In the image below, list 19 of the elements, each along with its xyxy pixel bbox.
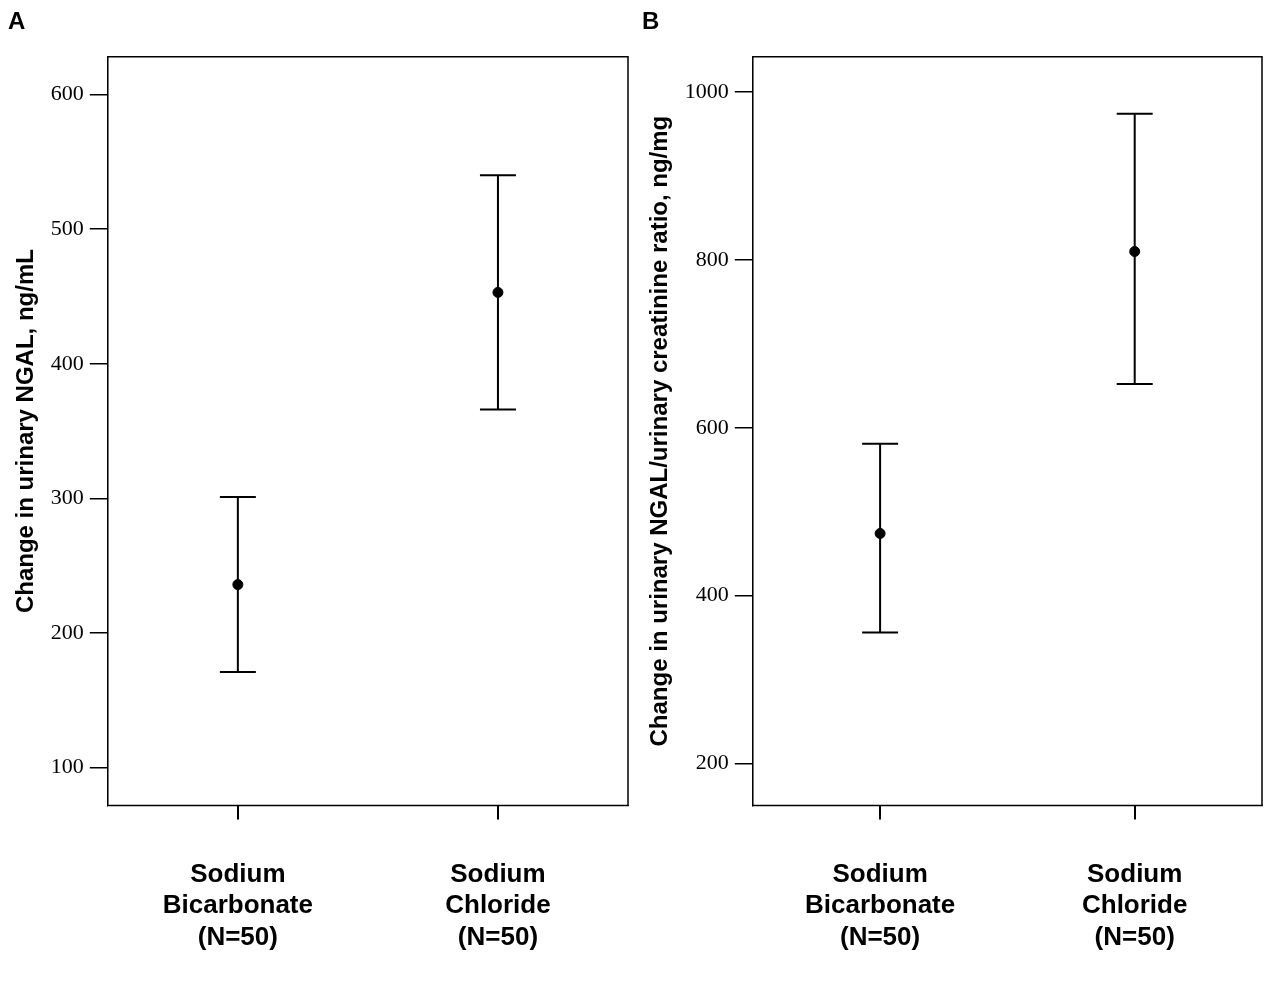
chart-title: B bbox=[642, 7, 660, 35]
x-tick-label: Sodium Chloride (N=50) bbox=[1081, 858, 1188, 951]
y-tick-label: 600 bbox=[50, 80, 84, 106]
x-tick-label: Sodium Chloride (N=50) bbox=[445, 858, 551, 951]
y-tick-label: 200 bbox=[695, 749, 729, 775]
y-tick-label: 300 bbox=[50, 484, 84, 510]
y-axis-title: Change in urinary NGAL/urinary creatinine ratio, ng/mg bbox=[645, 115, 673, 747]
y-tick-label: 200 bbox=[50, 618, 84, 644]
y-axis-title: Change in urinary NGAL, ng/mL bbox=[11, 249, 39, 614]
chart-title: A bbox=[8, 7, 26, 35]
y-tick-label: 400 bbox=[695, 581, 729, 607]
y-tick-label: 1000 bbox=[684, 77, 729, 103]
y-tick-label: 500 bbox=[50, 214, 84, 240]
y-tick-label: 600 bbox=[695, 413, 729, 439]
y-tick-label: 800 bbox=[695, 245, 729, 271]
y-tick-label: 100 bbox=[50, 753, 84, 779]
y-tick-label: 400 bbox=[50, 349, 84, 375]
x-tick-label: Sodium Bicarbonate (N=50) bbox=[804, 858, 956, 951]
x-tick-label: Sodium Bicarbonate (N=50) bbox=[162, 858, 313, 951]
